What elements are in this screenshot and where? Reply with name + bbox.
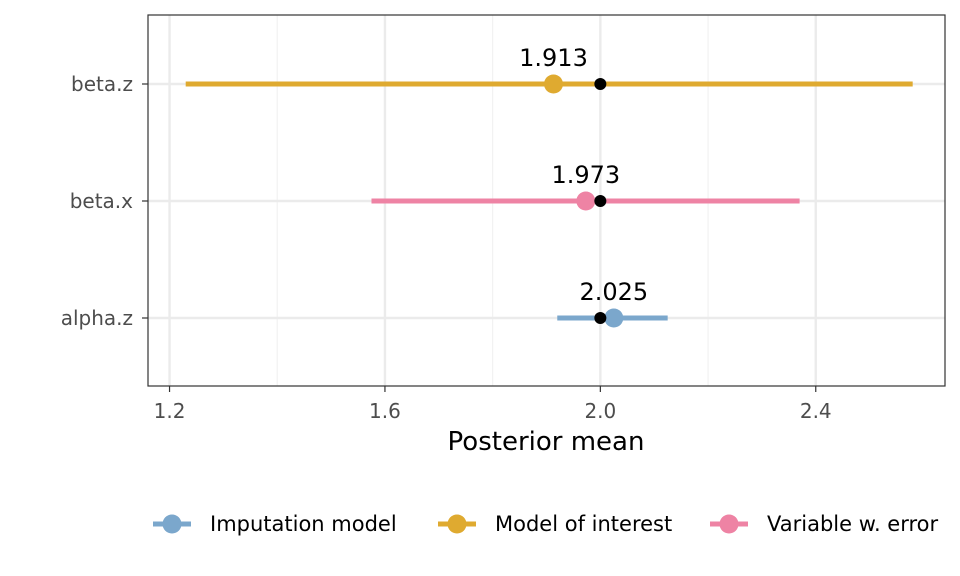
true-value-point-alpha.z [594, 312, 607, 324]
true-value-point-beta.z [594, 78, 607, 90]
legend-label-imputation-model: Imputation model [210, 512, 397, 536]
x-axis-title: Posterior mean [448, 427, 645, 457]
estimate-point-alpha.z [604, 308, 624, 328]
data-label-alpha.z: 2.025 [579, 278, 648, 306]
legend-key-point-variable-w-error [719, 514, 739, 534]
legend-key-point-model-of-interest [447, 514, 467, 534]
y-tick-label-alpha.z: alpha.z [61, 306, 133, 330]
plot-marks: 1.913 1.973 2.025 [185, 44, 913, 328]
x-tick-label: 2.0 [584, 399, 616, 423]
data-label-beta.z: 1.913 [519, 44, 588, 72]
y-tick-label-beta.x: beta.x [70, 189, 133, 213]
axes: 1.2 1.6 2.0 2.4 beta.z beta.x alpha.z [61, 72, 832, 423]
estimate-point-beta.z [544, 74, 564, 94]
legend-label-model-of-interest: Model of interest [495, 512, 672, 536]
legend-key-point-imputation-model [162, 514, 182, 534]
x-tick-label: 2.4 [800, 399, 832, 423]
legend-label-variable-w-error: Variable w. error [767, 512, 939, 536]
y-tick-label-beta.z: beta.z [71, 72, 133, 96]
estimate-point-beta.x [576, 191, 596, 211]
x-tick-label: 1.2 [154, 399, 186, 423]
legend: Imputation model Model of interest Variabl… [153, 512, 939, 536]
data-label-beta.x: 1.973 [551, 161, 620, 189]
true-value-point-beta.x [594, 195, 607, 207]
x-tick-label: 1.6 [369, 399, 401, 423]
